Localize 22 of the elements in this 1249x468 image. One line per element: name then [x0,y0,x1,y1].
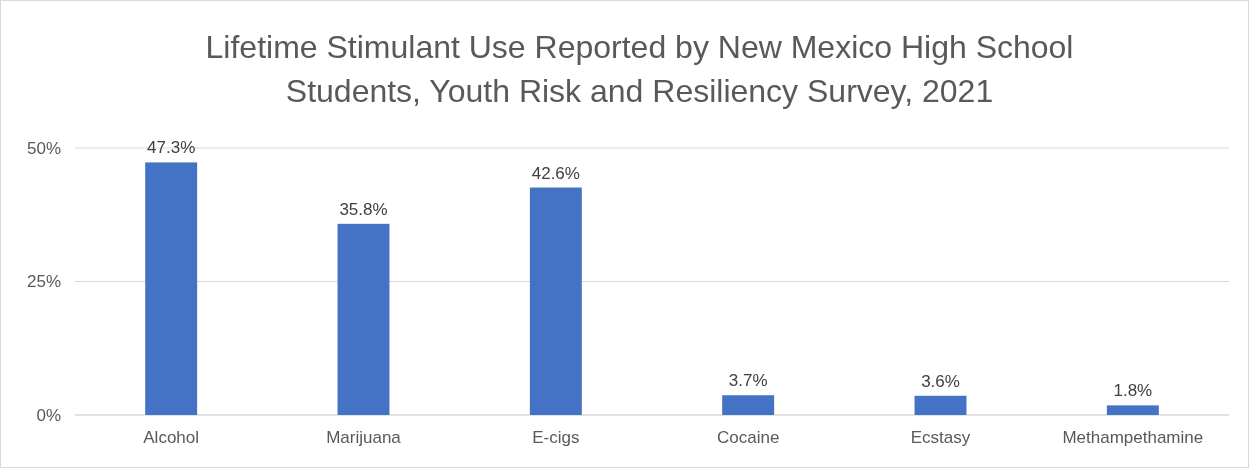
data-label: 35.8% [339,199,388,219]
data-label: 42.6% [531,163,580,183]
x-tick-label: Cocaine [716,428,780,447]
x-tick-label: Marijuana [326,428,402,447]
bar [1106,405,1159,415]
bar [722,395,775,415]
y-tick-label: 0% [36,405,61,425]
bar [145,162,198,415]
bar [337,223,390,415]
data-label: 3.7% [728,371,768,391]
bar [914,395,967,415]
x-tick-label: Methampethamine [1062,428,1204,447]
bar [529,187,582,415]
x-tick-label: E-cigs [532,428,580,447]
x-tick-label: Ecstasy [910,428,971,447]
x-tick-label: Alcohol [143,428,200,447]
data-label: 47.3% [147,138,196,158]
y-tick-label: 25% [26,272,61,292]
y-tick-label: 50% [26,138,61,158]
chart-title: Lifetime Stimulant Use Reported by New Mexico High School Students, Youth Risk and Resiliency Survey, 2021 [205,29,1074,109]
data-label: 1.8% [1113,381,1153,401]
data-label: 3.6% [921,371,960,391]
